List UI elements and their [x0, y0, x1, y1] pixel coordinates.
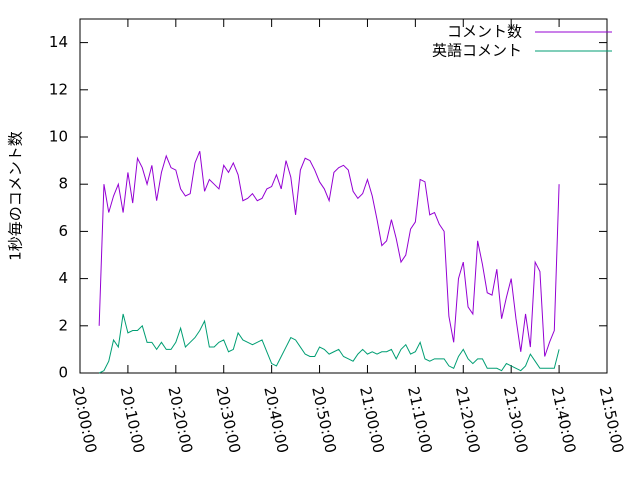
x-tick-label: 20:50:00 [308, 385, 340, 455]
series-line [98, 150, 560, 357]
x-tick-label: 20:00:00 [69, 385, 101, 455]
x-tick-label: 21:30:00 [500, 385, 532, 455]
x-tick-label: 21:20:00 [452, 385, 484, 455]
x-tick-label: 20:40:00 [260, 385, 292, 455]
y-tick-label: 2 [58, 316, 68, 334]
legend-label: 英語コメント [432, 42, 522, 60]
plot-frame [79, 18, 608, 374]
y-axis-label: 1秒毎のコメント数 [7, 131, 25, 261]
x-tick-label: 20:10:00 [117, 385, 149, 455]
y-tick-label: 8 [58, 175, 68, 193]
x-tick-label: 20:30:00 [212, 385, 244, 455]
y-tick-label: 6 [58, 222, 68, 240]
legend-label: コメント数 [447, 23, 522, 41]
y-tick-label: 12 [49, 80, 68, 98]
x-tick-label: 21:40:00 [548, 385, 580, 455]
y-tick-label: 0 [58, 364, 68, 382]
y-tick-label: 14 [49, 33, 68, 51]
x-tick-label: 21:50:00 [596, 385, 628, 455]
series-line [98, 313, 560, 374]
x-tick-label: 21:10:00 [404, 385, 436, 455]
y-tick-label: 4 [58, 269, 68, 287]
y-tick-label: 10 [49, 128, 68, 146]
x-tick-label: 21:00:00 [356, 385, 388, 455]
x-tick-label: 20:20:00 [165, 385, 197, 455]
